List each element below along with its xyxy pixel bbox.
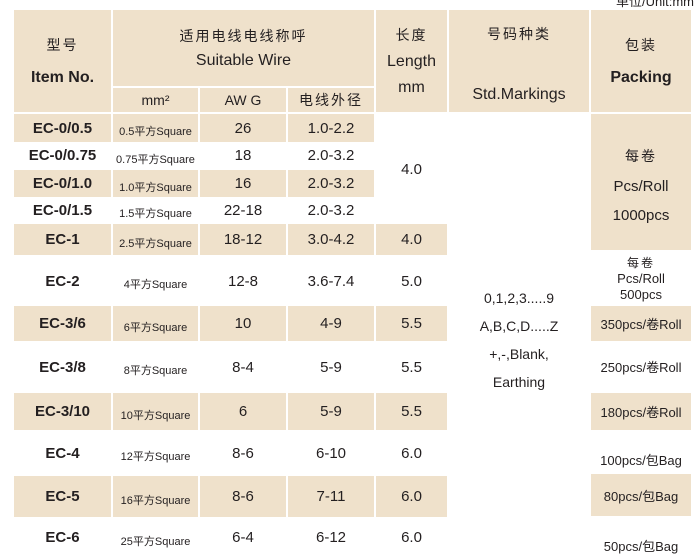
cell-awg: 6 <box>200 393 286 430</box>
cell-awg: 22-18 <box>223 201 263 219</box>
cell-awg: 6-4 <box>232 529 254 546</box>
packing-ec6: 50pcs/包Bag <box>603 538 679 554</box>
header-length-en: Length <box>387 53 436 70</box>
cell-od: 6-10 <box>315 444 347 462</box>
cell-item: EC-0/0.5 <box>14 114 111 142</box>
cell-item: EC-0/1.5 <box>32 201 93 219</box>
cell-od: 3.6-7.4 <box>307 272 355 290</box>
cell-item: EC-0/1.0 <box>14 170 111 197</box>
header-packing-cn: 包装 <box>625 38 657 54</box>
packing-group-0: 每卷 Pcs/Roll 1000pcs <box>591 114 691 250</box>
packing-ec2: 每卷 Pcs/Roll 500pcs <box>591 252 691 306</box>
cell-item: EC-5 <box>14 476 111 517</box>
cell-mm2: 0.75平方Square <box>116 153 195 166</box>
markings-line: A,B,C,D.....Z <box>479 317 559 334</box>
cell-mm2: 1.5平方Square <box>119 208 192 220</box>
cell-awg: 8-6 <box>200 476 286 517</box>
cell-item: EC-3/6 <box>14 306 111 341</box>
header-wire: 适用电线电线称呼 Suitable Wire <box>113 10 374 86</box>
cell-od: 5-9 <box>320 358 342 376</box>
cell-od: 5-9 <box>288 393 374 430</box>
header-wire-en: Suitable Wire <box>195 52 292 69</box>
header-markings-en: Std.Markings <box>472 86 566 103</box>
cell-length: 6.0 <box>401 444 422 462</box>
cell-item: EC-2 <box>45 272 80 290</box>
cell-length: 4.0 <box>376 224 447 255</box>
cell-od: 2.0-3.2 <box>288 170 374 197</box>
cell-od: 3.0-4.2 <box>288 224 374 255</box>
cell-item: EC-3/8 <box>39 358 86 376</box>
packing-ec4: 100pcs/包Bag <box>600 452 682 468</box>
cell-awg: 18 <box>234 147 252 164</box>
cell-mm2: 4平方Square <box>123 279 188 291</box>
cell-item: EC-0/0.75 <box>28 147 97 164</box>
cell-awg: 12-8 <box>227 272 259 290</box>
packing-ec3-6: 350pcs/卷Roll <box>591 306 691 341</box>
header-item: 型号 Item No. <box>14 10 111 112</box>
cell-awg: 8-4 <box>232 358 254 376</box>
cell-od: 6-12 <box>315 529 347 546</box>
cell-item: EC-6 <box>45 529 80 546</box>
cell-mm2: 12平方Square <box>120 451 191 463</box>
cell-length: 5.5 <box>376 393 447 430</box>
cell-awg: 10 <box>200 306 286 341</box>
packing-qty: 500pcs <box>620 287 662 302</box>
packing-ec5: 80pcs/包Bag <box>591 474 691 516</box>
header-item-en: Item No. <box>30 69 95 86</box>
cell-mm2: 2.5平方Square <box>113 224 198 255</box>
markings-line: Earthing <box>492 373 546 390</box>
cell-length: 5.0 <box>401 272 422 290</box>
header-packing-en: Packing <box>610 69 672 86</box>
header-markings-cn: 号码种类 <box>487 27 551 43</box>
unit-note: 单位/Unit:mm <box>615 0 694 9</box>
header-packing: 包装 Packing <box>591 10 691 112</box>
cell-od: 2.0-3.2 <box>307 201 355 219</box>
cell-length: 5.5 <box>401 358 422 376</box>
packing-qty: 1000pcs <box>612 206 670 224</box>
cell-item: EC-3/10 <box>14 393 111 430</box>
cell-length: 6.0 <box>401 529 422 546</box>
markings-line: +,-,Blank, <box>489 345 549 362</box>
header-length: 长度 Length mm <box>376 10 447 112</box>
cell-od: 7-11 <box>288 476 374 517</box>
cell-length: 6.0 <box>376 476 447 517</box>
cell-item: EC-1 <box>14 224 111 255</box>
cell-mm2: 6平方Square <box>113 306 198 341</box>
cell-mm2: 16平方Square <box>113 476 198 517</box>
packing-unit: Pcs/Roll <box>613 177 669 195</box>
packing-ec3-10: 180pcs/卷Roll <box>591 393 691 430</box>
markings-line: 0,1,2,3.....9 <box>483 289 555 306</box>
header-length-unit: mm <box>398 79 425 96</box>
packing-cn: 每卷 <box>625 148 657 165</box>
cell-item: EC-4 <box>45 444 80 462</box>
packing-cn: 每卷 <box>626 256 655 270</box>
header-item-cn: 型号 <box>46 38 79 54</box>
header-markings: 号码种类 Std.Markings <box>449 10 589 112</box>
header-length-cn: 长度 <box>395 28 428 44</box>
cell-od: 1.0-2.2 <box>288 114 374 142</box>
cell-mm2: 10平方Square <box>113 393 198 430</box>
cell-mm2: 0.5平方Square <box>113 114 198 142</box>
cell-mm2: 25平方Square <box>120 535 191 548</box>
cell-awg: 18-12 <box>200 224 286 255</box>
cell-mm2: 8平方Square <box>123 365 188 377</box>
cell-awg: 16 <box>200 170 286 197</box>
header-mm2: mm² <box>113 88 198 112</box>
cell-awg: 26 <box>200 114 286 142</box>
cell-od: 2.0-3.2 <box>307 147 355 164</box>
cell-length: 5.5 <box>376 306 447 341</box>
cell-mm2: 1.0平方Square <box>113 170 198 197</box>
packing-ec3-8: 250pcs/卷Roll <box>600 359 682 375</box>
header-awg: AW G <box>200 88 286 112</box>
cell-awg: 8-6 <box>232 444 254 462</box>
header-od: 电线外径 <box>288 88 374 112</box>
cell-od: 4-9 <box>288 306 374 341</box>
packing-unit: Pcs/Roll <box>617 271 665 286</box>
length-group-0: 4.0 <box>401 160 422 178</box>
markings-cell: 0,1,2,3.....9 A,B,C,D.....Z +,-,Blank, E… <box>449 114 589 557</box>
header-wire-cn: 适用电线电线称呼 <box>179 29 308 45</box>
